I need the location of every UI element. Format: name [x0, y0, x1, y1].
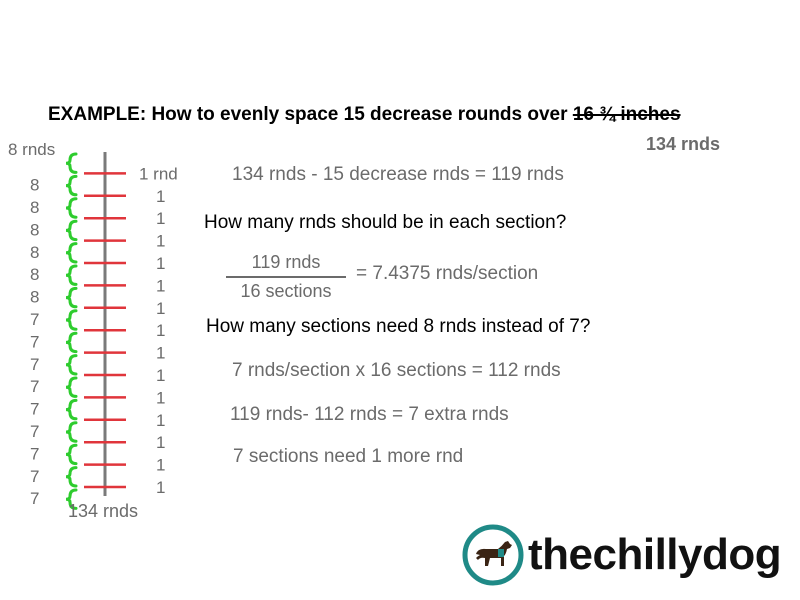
title-struck-text: 16 ¾ inches — [572, 104, 681, 125]
section-count: 8 — [30, 243, 39, 262]
section-bracket — [65, 219, 78, 242]
fraction-bar — [226, 276, 346, 278]
section-count: 8 — [30, 220, 39, 239]
question-2: How many sections need 8 rnds instead of… — [206, 316, 591, 337]
decrease-label: 1 — [156, 254, 165, 273]
section-count: 8 — [30, 288, 39, 307]
decrease-label: 1 — [156, 344, 165, 363]
step-line-2: 7 rnds/section x 16 sections = 112 rnds — [232, 360, 561, 381]
decrease-label-group: 1 rnd 1 1 1 1 1 1 1 1 1 1 1 1 1 1 — [139, 164, 178, 497]
section-count: 8 — [30, 265, 39, 284]
section-count: 7 — [30, 310, 39, 329]
decrease-label: 1 — [156, 321, 165, 340]
title-text: EXAMPLE: How to evenly space 15 decrease… — [48, 104, 573, 125]
decrease-label: 1 — [156, 299, 165, 318]
section-count: 7 — [30, 377, 39, 396]
section-bracket — [65, 354, 78, 376]
step-line-3: 119 rnds- 112 rnds = 7 extra rnds — [230, 404, 509, 425]
decrease-label: 1 — [156, 411, 165, 430]
bracket-group — [65, 152, 78, 510]
title-replacement: 134 rnds — [646, 134, 721, 154]
fraction-numerator: 119 rnds — [251, 252, 321, 272]
question-1: How many rnds should be in each section? — [204, 212, 567, 233]
section-count: 7 — [30, 489, 39, 508]
fraction: 119 rnds 16 sections — [226, 252, 346, 302]
section-count-group: 8 8 8 8 8 8 7 7 7 7 7 7 7 7 7 — [30, 176, 39, 509]
decrease-label: 1 — [156, 478, 165, 497]
fraction-result: = 7.4375 rnds/section — [356, 263, 539, 284]
dog-logo-icon — [462, 524, 524, 586]
section-count: 7 — [30, 422, 39, 441]
page-title: EXAMPLE: How to evenly space 15 decrease… — [48, 104, 681, 126]
section-bracket — [65, 174, 78, 197]
top-label: 8 rnds — [8, 140, 55, 159]
section-bracket — [65, 443, 78, 466]
section-bracket — [65, 398, 78, 421]
bottom-label: 134 rnds — [68, 501, 138, 521]
section-count: 7 — [30, 444, 39, 463]
section-bracket — [65, 421, 78, 443]
section-bracket — [65, 466, 78, 488]
section-bracket — [65, 331, 78, 354]
section-bracket — [65, 286, 78, 309]
tick-group — [84, 172, 126, 489]
section-count: 7 — [30, 355, 39, 374]
brand-name: thechillydog — [528, 530, 782, 579]
section-bracket — [65, 152, 78, 174]
decrease-label: 1 — [156, 456, 165, 475]
decrease-label: 1 — [156, 187, 165, 206]
step-line-1: 134 rnds - 15 decrease rnds = 119 rnds — [232, 164, 564, 185]
section-bracket — [65, 488, 78, 510]
decrease-label: 1 — [156, 433, 165, 452]
section-bracket — [65, 197, 78, 219]
decrease-label: 1 — [156, 276, 165, 295]
fraction-denominator: 16 sections — [240, 281, 332, 301]
section-count: 7 — [30, 400, 39, 419]
section-count: 8 — [30, 198, 39, 217]
decrease-label: 1 rnd — [139, 164, 178, 183]
section-count: 7 — [30, 467, 39, 486]
section-bracket — [65, 376, 78, 398]
step-line-4: 7 sections need 1 more rnd — [233, 446, 464, 467]
section-bracket — [65, 242, 78, 264]
decrease-label: 1 — [156, 209, 165, 228]
decrease-label: 1 — [156, 388, 165, 407]
decrease-label: 1 — [156, 366, 165, 385]
section-count: 7 — [30, 332, 39, 351]
section-bracket — [65, 309, 78, 331]
section-count: 8 — [30, 176, 39, 195]
decrease-label: 1 — [156, 232, 165, 251]
section-bracket — [65, 264, 78, 286]
